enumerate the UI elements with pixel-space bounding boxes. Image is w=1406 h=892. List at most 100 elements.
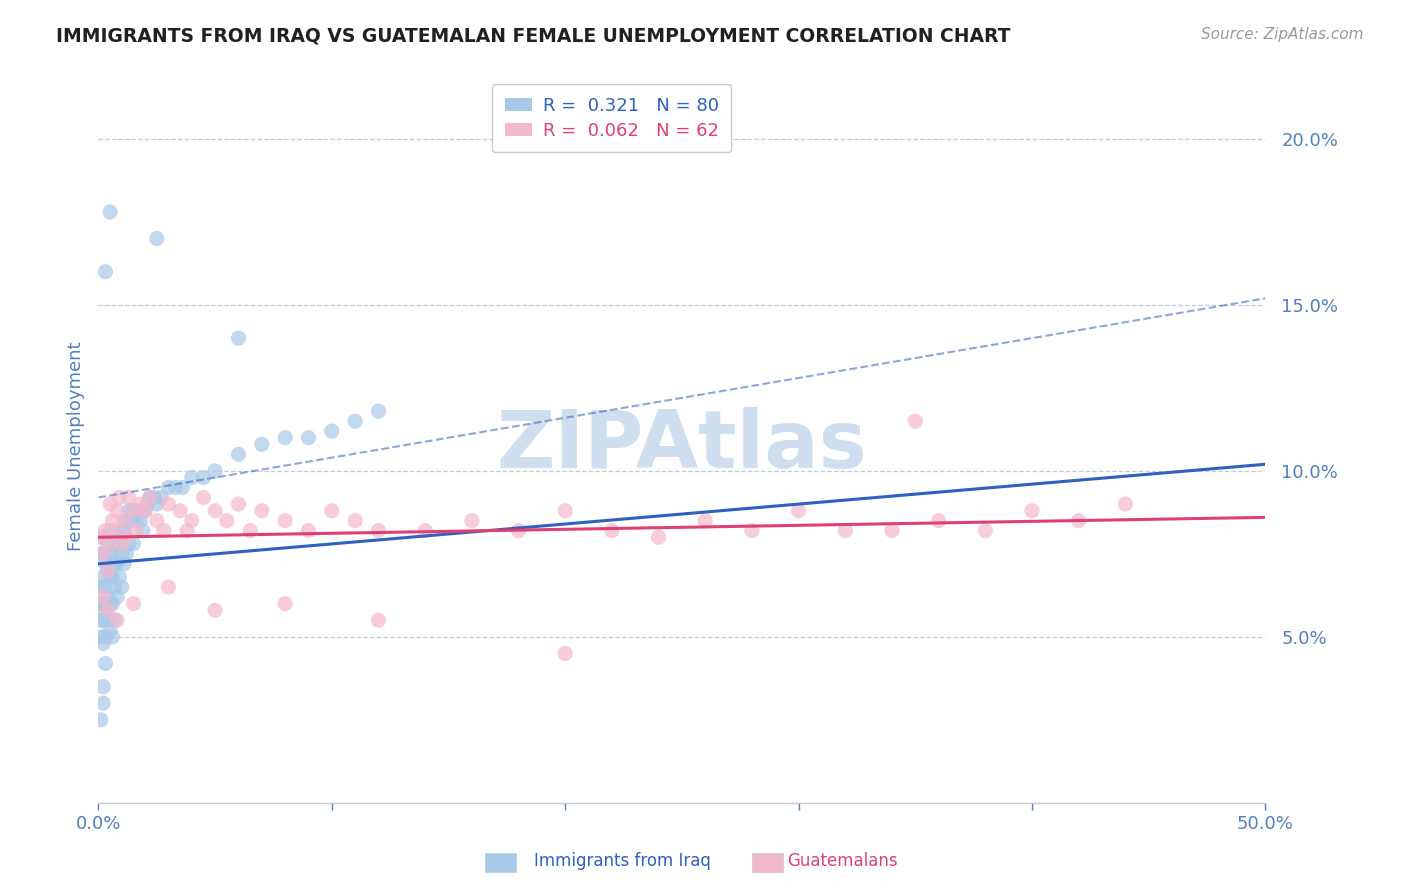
Point [90, 713, 112, 727]
Text: ZIPAtlas: ZIPAtlas [496, 407, 868, 485]
Point [98, 205, 121, 219]
Point [228, 331, 250, 345]
Point [98, 524, 121, 538]
Point [91, 680, 114, 694]
Point [90, 580, 112, 594]
Text: Source: ZipAtlas.com: Source: ZipAtlas.com [1201, 27, 1364, 42]
Point [228, 497, 250, 511]
Point [344, 514, 367, 528]
Point [101, 597, 124, 611]
Point [928, 514, 950, 528]
Point [904, 414, 927, 428]
Point [118, 491, 141, 505]
Point [180, 470, 202, 484]
Point [101, 570, 124, 584]
Point [176, 524, 198, 538]
Point [111, 547, 134, 561]
Point [274, 431, 297, 445]
Point [91, 597, 114, 611]
Point [108, 570, 131, 584]
Point [104, 524, 127, 538]
Point [94, 265, 117, 279]
Point [880, 524, 903, 538]
Point [98, 537, 121, 551]
Point [215, 514, 238, 528]
Point [228, 447, 250, 461]
Point [104, 613, 127, 627]
Point [90, 613, 112, 627]
Point [647, 530, 669, 544]
Point [108, 537, 131, 551]
Point [105, 613, 128, 627]
Point [105, 530, 128, 544]
Point [98, 547, 121, 561]
Point [91, 613, 114, 627]
Point [105, 590, 128, 604]
Point [129, 497, 152, 511]
Point [98, 597, 121, 611]
Text: IMMIGRANTS FROM IRAQ VS GUATEMALAN FEMALE UNEMPLOYMENT CORRELATION CHART: IMMIGRANTS FROM IRAQ VS GUATEMALAN FEMAL… [56, 27, 1011, 45]
Point [104, 557, 127, 571]
Point [125, 514, 148, 528]
Point [115, 530, 138, 544]
Point [97, 564, 120, 578]
Point [344, 414, 367, 428]
Point [91, 547, 114, 561]
Y-axis label: Female Unemployment: Female Unemployment [66, 342, 84, 550]
Point [91, 570, 114, 584]
Point [461, 514, 484, 528]
Point [91, 547, 114, 561]
Point [204, 603, 226, 617]
Point [1021, 504, 1043, 518]
Point [134, 504, 156, 518]
Point [150, 491, 173, 505]
Point [1114, 497, 1136, 511]
Point [157, 580, 180, 594]
Point [94, 580, 117, 594]
Point [274, 514, 297, 528]
Point [134, 504, 156, 518]
Point [90, 547, 112, 561]
Point [554, 504, 576, 518]
Point [120, 514, 142, 528]
Point [94, 630, 117, 644]
Point [90, 530, 112, 544]
Point [118, 537, 141, 551]
Point [98, 497, 121, 511]
Point [139, 491, 162, 505]
Point [111, 537, 134, 551]
Point [180, 514, 202, 528]
Point [97, 564, 120, 578]
Point [146, 514, 169, 528]
Point [204, 504, 226, 518]
Point [91, 696, 114, 710]
Point [274, 597, 297, 611]
Point [193, 491, 215, 505]
Point [139, 491, 162, 505]
Text: Guatemalans: Guatemalans [787, 852, 898, 870]
Point [132, 524, 155, 538]
Point [157, 497, 180, 511]
Point [105, 557, 128, 571]
Point [91, 636, 114, 650]
Point [508, 524, 530, 538]
Point [112, 524, 135, 538]
Point [90, 630, 112, 644]
Point [94, 524, 117, 538]
Point [741, 524, 763, 538]
Point [122, 504, 145, 518]
Point [104, 537, 127, 551]
Point [600, 524, 623, 538]
Point [321, 504, 343, 518]
Point [367, 404, 389, 418]
Text: Immigrants from Iraq: Immigrants from Iraq [534, 852, 711, 870]
Point [122, 597, 145, 611]
Point [97, 537, 120, 551]
Point [146, 231, 169, 245]
Point [122, 537, 145, 551]
Point [204, 464, 226, 478]
Point [554, 647, 576, 661]
Point [101, 514, 124, 528]
Point [122, 504, 145, 518]
Point [111, 580, 134, 594]
